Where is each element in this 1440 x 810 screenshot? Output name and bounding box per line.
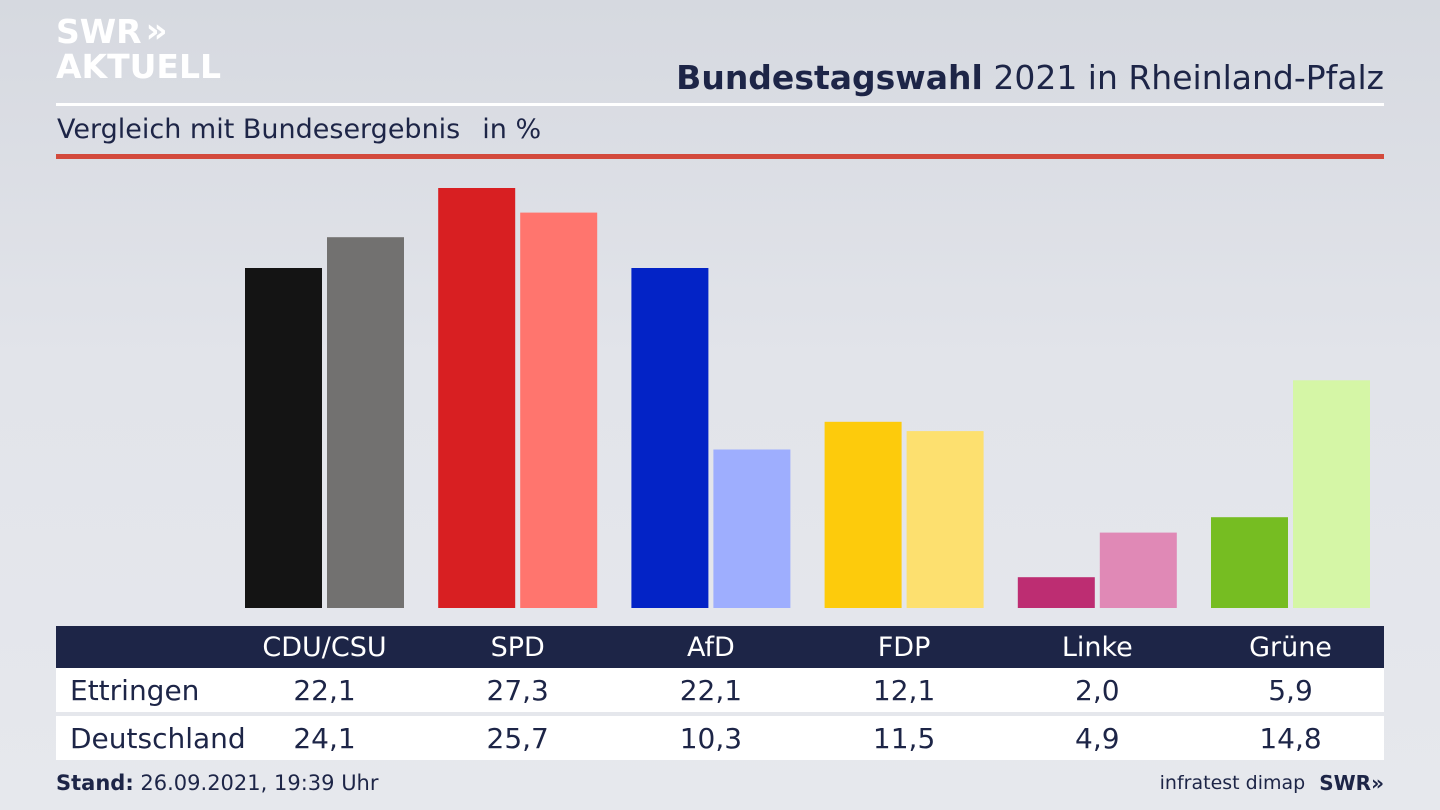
- timestamp-value: 26.09.2021, 19:39 Uhr: [140, 771, 379, 795]
- value-ettringen-linke: 2,0: [1075, 673, 1120, 707]
- swr-small-logo: SWR»: [1319, 771, 1384, 795]
- column-header-cdu-csu: CDU/CSU: [262, 631, 387, 663]
- page-title: Bundestagswahl 2021 in Rheinland-Pfalz: [676, 58, 1384, 97]
- bar-afd-deutschland: [713, 449, 791, 608]
- column-header-afd: AfD: [686, 631, 735, 663]
- bar-cdu-csu-ettringen: [245, 268, 322, 608]
- value-deutschland-fdp: 11,5: [872, 721, 936, 755]
- bar-chart: [245, 188, 1370, 608]
- row-label-ettringen: Ettringen: [70, 673, 200, 707]
- bar-spd-deutschland: [520, 212, 598, 608]
- column-header-spd: SPD: [490, 631, 545, 663]
- table-row-deutschland: Deutschland 24,1 25,7 10,3 11,5 4,9 14,8: [56, 716, 1384, 760]
- column-header-fdp: FDP: [877, 631, 931, 663]
- value-ettringen-gr-ne: 5,9: [1268, 673, 1313, 707]
- subtitle-divider: [56, 154, 1384, 159]
- bar-fdp-deutschland: [906, 431, 984, 608]
- table-header-row: CDU/CSU SPD AfD FDP Linke Grüne: [56, 626, 1384, 668]
- logo-aktuell-text: AKTUELL: [56, 47, 222, 86]
- value-ettringen-cdu-csu: 22,1: [293, 673, 356, 707]
- title-divider: [56, 103, 1384, 106]
- page-title-bold: Bundestagswahl: [676, 58, 983, 97]
- column-header-linke: Linke: [1061, 631, 1133, 663]
- value-ettringen-afd: 22,1: [679, 673, 743, 707]
- results-table: CDU/CSU SPD AfD FDP Linke Grüne Ettringen 22,…: [56, 626, 1384, 760]
- value-deutschland-cdu-csu: 24,1: [293, 721, 356, 755]
- chart-subtitle: Vergleich mit Bundesergebnis in %: [57, 114, 541, 145]
- value-deutschland-gr-ne: 14,8: [1259, 721, 1322, 755]
- row-label-deutschland: Deutschland: [70, 721, 246, 755]
- column-header-gr-ne: Grüne: [1249, 631, 1332, 663]
- bar-gr-ne-deutschland: [1293, 380, 1370, 608]
- timestamp-label: Stand:: [56, 771, 134, 795]
- page-title-rest: 2021 in Rheinland-Pfalz: [993, 58, 1384, 97]
- logo-swr-text: SWR: [56, 12, 142, 51]
- bar-fdp-ettringen: [824, 421, 902, 608]
- value-deutschland-spd: 25,7: [486, 721, 549, 755]
- bar-afd-ettringen: [631, 268, 709, 608]
- source-credit: infratest dimap SWR»: [1160, 771, 1384, 795]
- bar-linke-ettringen: [1017, 577, 1095, 608]
- value-deutschland-linke: 4,9: [1075, 721, 1120, 755]
- value-ettringen-spd: 27,3: [486, 673, 549, 707]
- value-ettringen-fdp: 12,1: [872, 673, 936, 707]
- table-row-ettringen: Ettringen 22,1 27,3 22,1 12,1 2,0 5,9: [56, 668, 1384, 712]
- bar-spd-ettringen: [438, 188, 516, 608]
- swr-aktuell-logo: SWR» AKTUELL: [56, 12, 222, 86]
- source-text: infratest dimap: [1159, 772, 1306, 794]
- value-deutschland-afd: 10,3: [679, 721, 743, 755]
- timestamp: Stand: 26.09.2021, 19:39 Uhr: [56, 771, 379, 795]
- subtitle-text: Vergleich mit Bundesergebnis: [57, 114, 461, 145]
- bar-linke-deutschland: [1099, 532, 1177, 608]
- bar-cdu-csu-deutschland: [327, 237, 404, 608]
- unit-label: in %: [482, 114, 542, 145]
- bar-gr-ne-ettringen: [1211, 517, 1288, 608]
